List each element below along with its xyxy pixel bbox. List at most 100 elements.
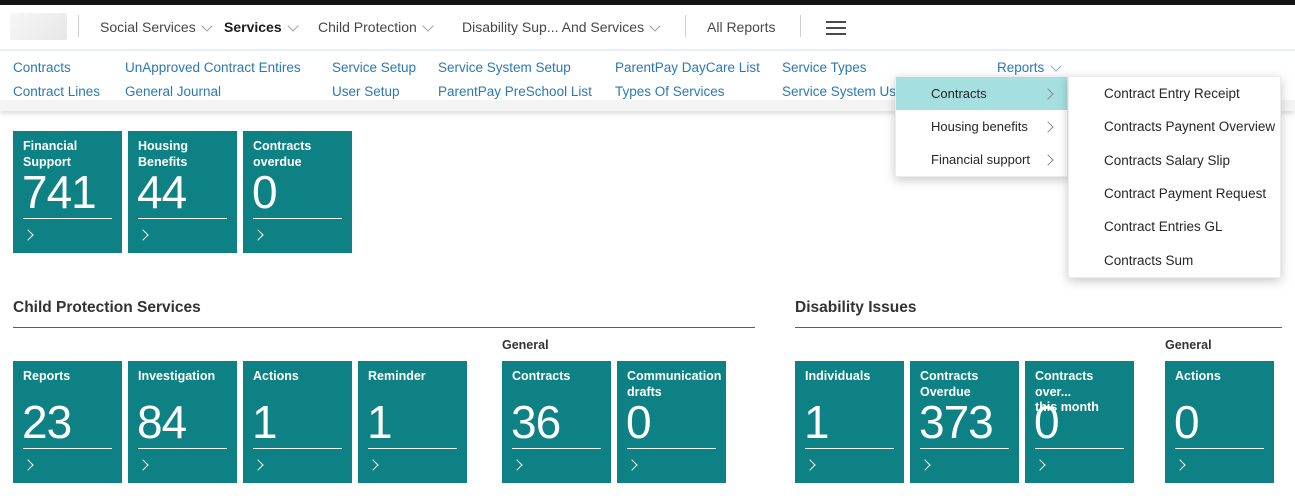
nav-menu-disability-support[interactable]: Disability Sup... And Services: [462, 17, 661, 37]
ribbon-link-service-system-setup[interactable]: Service System Setup: [438, 60, 571, 75]
submenu-item-contracts-sum[interactable]: Contracts Sum: [1104, 252, 1194, 268]
tile-value: 373: [919, 396, 994, 448]
tile-label: Reminder: [368, 369, 426, 383]
chevron-right-icon: [919, 459, 931, 471]
nav-menu-social-services[interactable]: Social Services: [100, 17, 213, 37]
nav-separator: [78, 15, 79, 37]
group-label-general: General: [502, 338, 549, 352]
nav-menu-label: Disability Sup... And Services: [462, 19, 645, 35]
ribbon-link-service-types[interactable]: Service Types: [782, 60, 867, 75]
chevron-right-icon: [511, 459, 523, 471]
nav-separator: [800, 15, 801, 37]
tile-divider: [253, 448, 342, 449]
reports-dropdown-menu: Contracts Housing benefits Financial sup…: [895, 76, 1068, 177]
tile-divider: [138, 448, 227, 449]
tile-divider: [253, 218, 342, 219]
tile-value: 0: [252, 166, 278, 218]
company-logo: [10, 13, 67, 40]
chevron-right-icon: [1034, 459, 1046, 471]
chevron-right-icon: [1042, 120, 1054, 133]
ribbon-link-contract-lines[interactable]: Contract Lines: [13, 84, 101, 99]
menu-item-label: Contracts: [931, 86, 987, 101]
tile-value: 741: [22, 166, 97, 218]
tile-divider: [23, 218, 112, 219]
menu-item-contracts[interactable]: Contracts: [896, 77, 1067, 110]
menu-item-housing-benefits[interactable]: Housing benefits: [896, 110, 1067, 143]
tile-value: 23: [22, 396, 72, 448]
section-title-child-protection: Child Protection Services: [13, 299, 201, 316]
cue-tile-contracts-overdue-this-month[interactable]: Contracts over... this month 0: [1025, 361, 1134, 483]
ribbon-column: Service Setup User Setup: [332, 56, 416, 104]
tile-label: Actions: [1175, 369, 1221, 383]
submenu-item-contract-payment-request[interactable]: Contract Payment Request: [1104, 186, 1267, 202]
cue-tile-individuals[interactable]: Individuals 1: [795, 361, 904, 483]
tile-value: 0: [626, 396, 652, 448]
tile-label: Contracts overdue: [253, 139, 312, 169]
tile-label: Individuals: [805, 369, 871, 383]
hamburger-menu-icon[interactable]: [826, 21, 846, 35]
tile-divider: [805, 448, 894, 449]
chevron-right-icon: [252, 229, 264, 241]
cue-tile-investigation[interactable]: Investigation 84: [128, 361, 237, 483]
nav-menu-child-protection[interactable]: Child Protection: [318, 17, 434, 37]
tile-divider: [627, 448, 716, 449]
cue-tile-financial-support[interactable]: Financial Support 741: [13, 131, 122, 253]
ribbon-link-user-setup[interactable]: User Setup: [332, 84, 400, 99]
ribbon-link-unapproved-contract-entires[interactable]: UnApproved Contract Entires: [125, 60, 301, 75]
tile-divider: [368, 448, 457, 449]
tile-label: Actions: [253, 369, 299, 383]
nav-menu-label: Services: [224, 19, 282, 35]
tile-value: 1: [804, 396, 830, 448]
ribbon-link-service-system-users[interactable]: Service System Us: [782, 84, 895, 99]
chevron-right-icon: [137, 229, 149, 241]
cue-tile-contracts-general[interactable]: Contracts 36: [502, 361, 611, 483]
ribbon-link-contracts[interactable]: Contracts: [13, 60, 71, 75]
tile-value: 84: [137, 396, 187, 448]
ribbon-link-general-journal[interactable]: General Journal: [125, 84, 222, 99]
cue-tile-communication-drafts[interactable]: Communication drafts 0: [617, 361, 726, 483]
nav-all-reports[interactable]: All Reports: [707, 17, 775, 37]
cue-tile-reminder[interactable]: Reminder 1: [358, 361, 467, 483]
tile-label: Contracts over... this month: [1035, 369, 1099, 414]
tile-value: 1: [367, 396, 393, 448]
chevron-down-icon: [422, 20, 434, 32]
ribbon-column: ParentPay DayCare List Types Of Services: [615, 56, 760, 104]
tile-label: Contracts: [512, 369, 571, 383]
nav-menu-services[interactable]: Services: [224, 17, 299, 37]
tile-divider: [23, 448, 112, 449]
submenu-item-contract-entry-receipt[interactable]: Contract Entry Receipt: [1104, 86, 1240, 102]
cue-tile-contracts-overdue[interactable]: Contracts overdue 0: [243, 131, 352, 253]
menu-item-financial-support[interactable]: Financial support: [896, 143, 1067, 176]
reports-label: Reports: [997, 60, 1045, 75]
section-title-disability-issues: Disability Issues: [795, 299, 917, 316]
ribbon-link-parentpay-daycare-list[interactable]: ParentPay DayCare List: [615, 60, 760, 75]
group-label-general: General: [1165, 338, 1212, 352]
chevron-right-icon: [367, 459, 379, 471]
ribbon-link-service-setup[interactable]: Service Setup: [332, 60, 417, 75]
tile-value: 36: [511, 396, 561, 448]
submenu-item-contract-entries-gl[interactable]: Contract Entries GL: [1104, 219, 1223, 235]
cue-tile-contracts-overdue-di[interactable]: Contracts Overdue 373: [910, 361, 1019, 483]
chevron-right-icon: [626, 459, 638, 471]
chevron-down-icon: [286, 20, 299, 32]
cue-tile-actions[interactable]: Actions 1: [243, 361, 352, 483]
ribbon-reports-menu[interactable]: Reports: [997, 56, 1062, 80]
chevron-right-icon: [137, 459, 149, 471]
ribbon-link-parentpay-preschool-list[interactable]: ParentPay PreSchool List: [438, 84, 592, 99]
tile-label: Investigation: [138, 369, 216, 383]
tile-value: 0: [1174, 396, 1200, 448]
chevron-right-icon: [22, 459, 34, 471]
cue-tile-housing-benefits[interactable]: Housing Benefits 44: [128, 131, 237, 253]
top-nav-bar: Social Services Services Child Protectio…: [0, 5, 1295, 51]
section-underline: [13, 327, 755, 328]
tile-label: Financial Support: [23, 139, 78, 169]
cue-tile-actions-general[interactable]: Actions 0: [1165, 361, 1274, 483]
chevron-right-icon: [22, 229, 34, 241]
cue-tile-reports[interactable]: Reports 23: [13, 361, 122, 483]
nav-menu-label: Child Protection: [318, 19, 417, 35]
submenu-item-contracts-paynent-overview[interactable]: Contracts Paynent Overview: [1104, 119, 1276, 135]
ribbon-link-types-of-services[interactable]: Types Of Services: [615, 84, 725, 99]
tile-label: Contracts Overdue: [920, 369, 979, 399]
submenu-item-contracts-salary-slip[interactable]: Contracts Salary Slip: [1104, 152, 1231, 168]
